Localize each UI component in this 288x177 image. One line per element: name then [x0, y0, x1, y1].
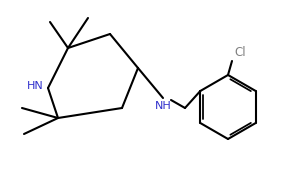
- Text: NH: NH: [155, 101, 171, 111]
- Text: HN: HN: [27, 81, 44, 91]
- Text: Cl: Cl: [234, 46, 246, 59]
